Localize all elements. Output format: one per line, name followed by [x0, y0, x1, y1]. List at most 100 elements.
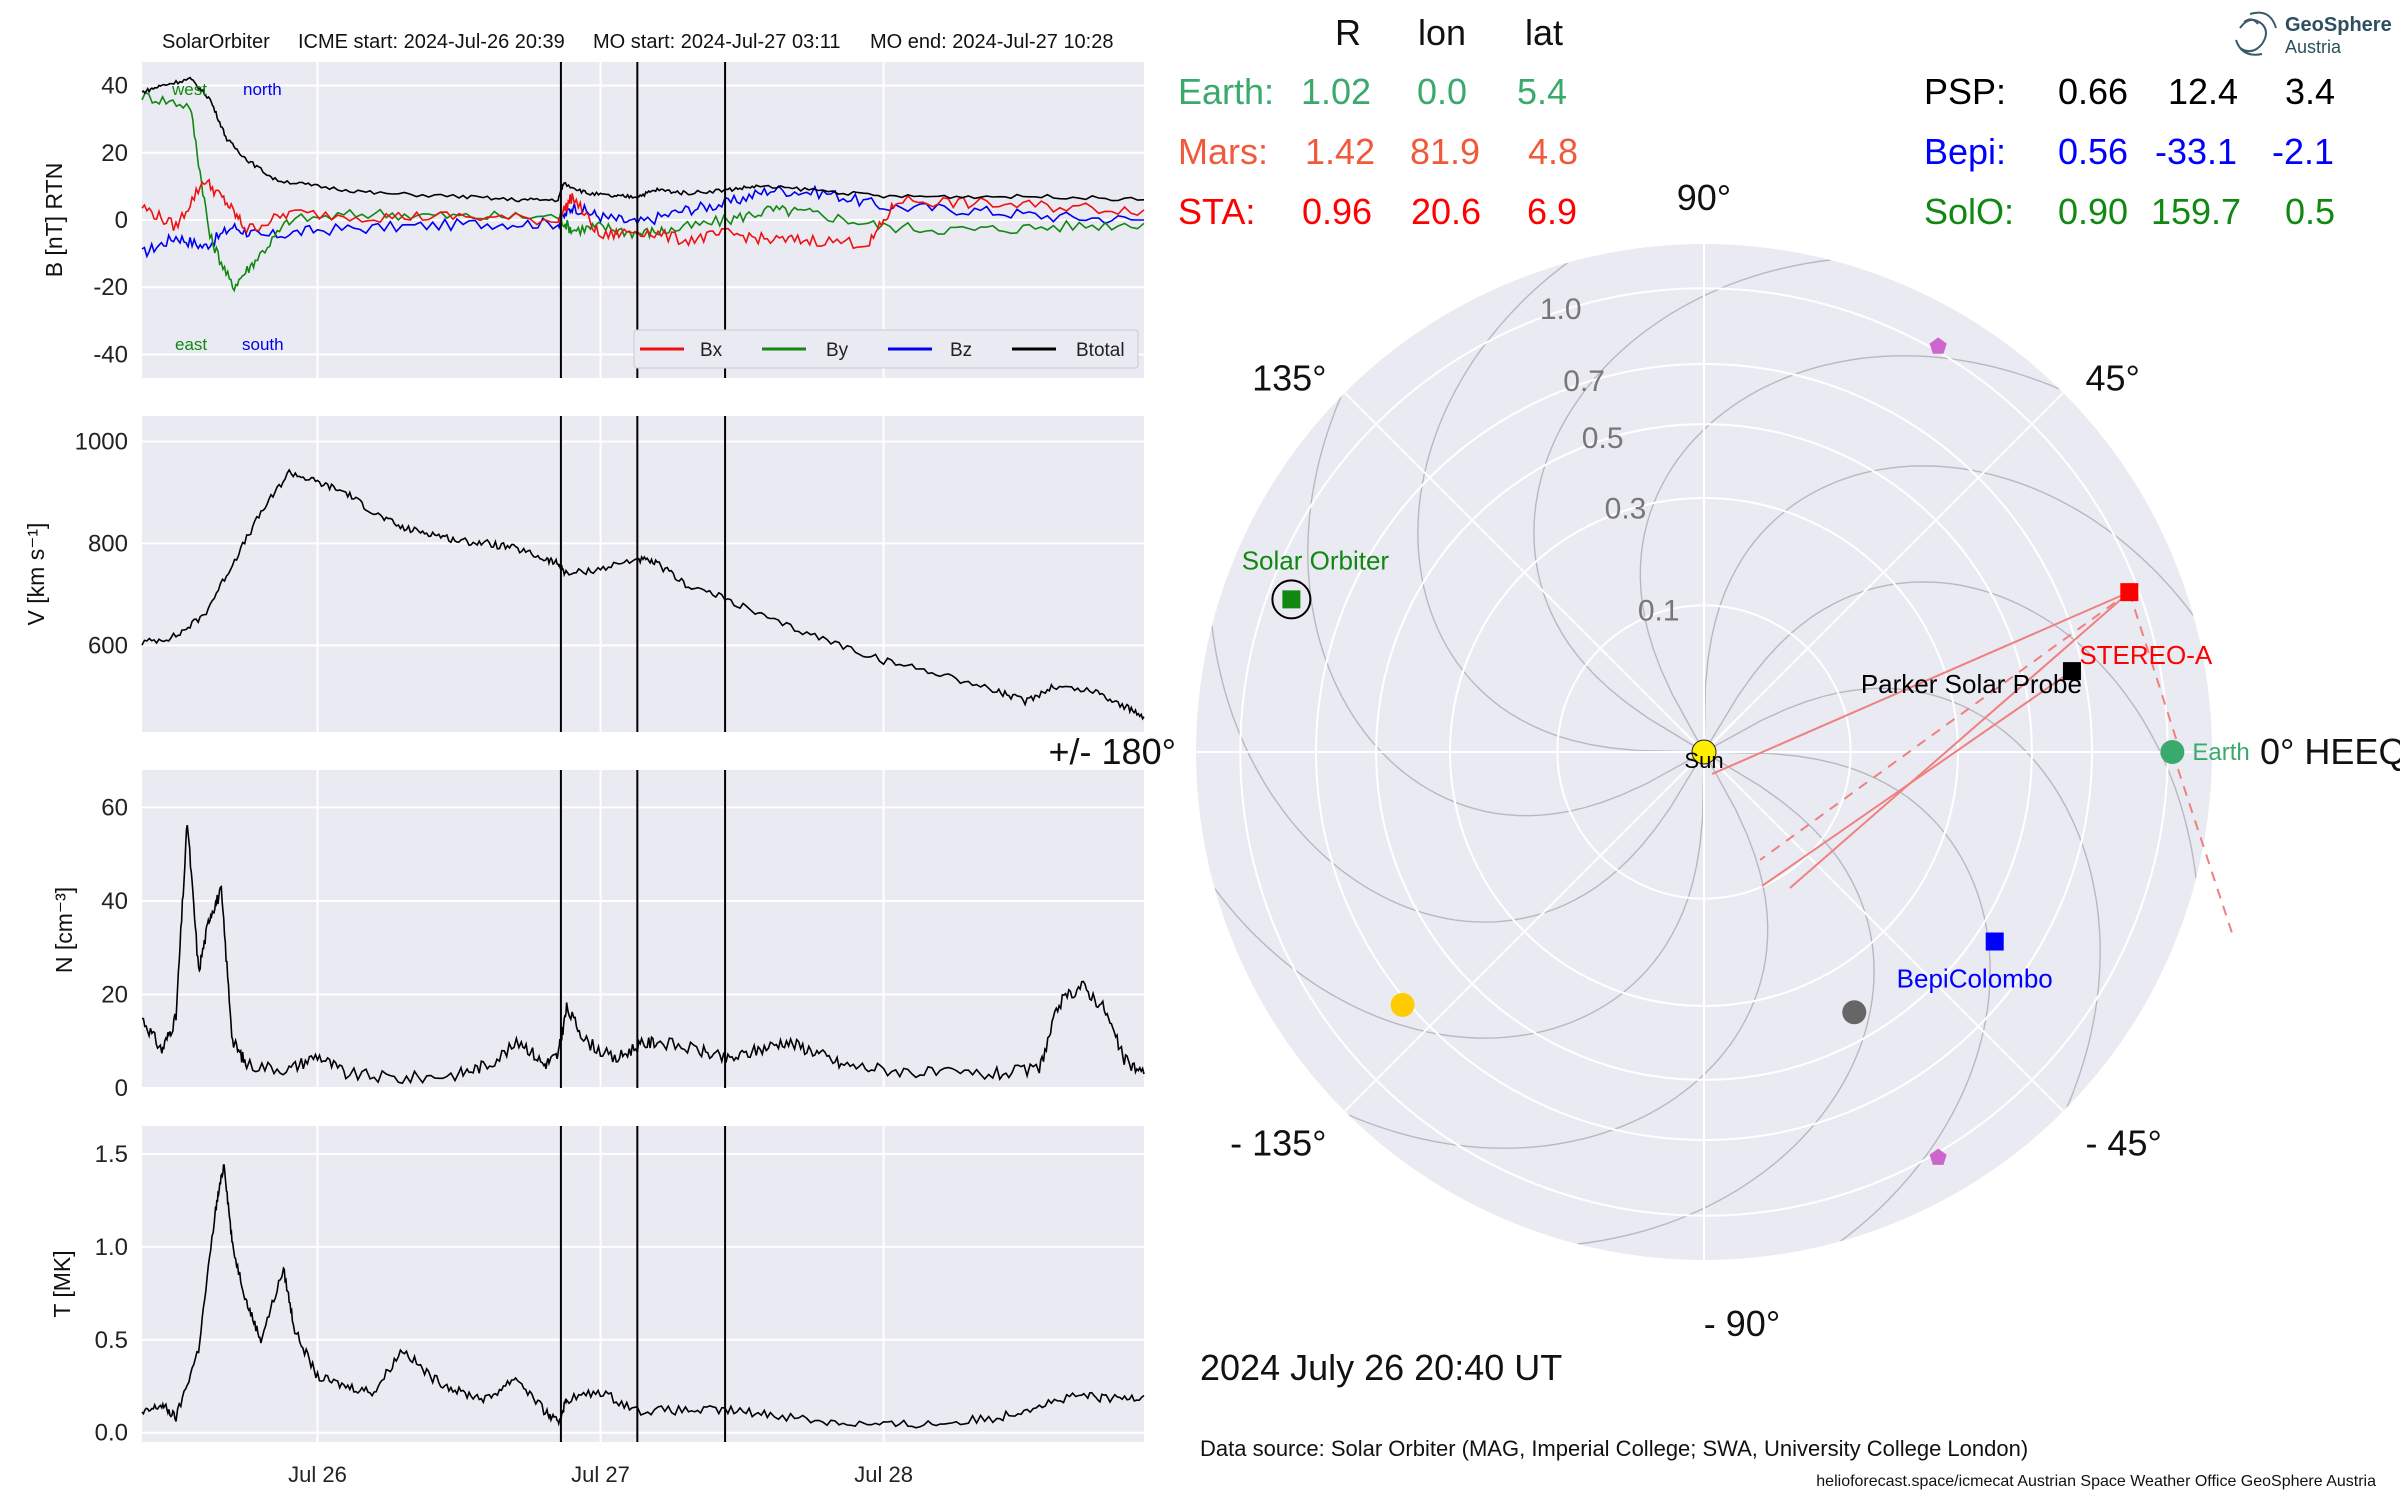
- mag-series-btotal: [141, 76, 1145, 203]
- row-bepi-name: Bepi:: [1924, 131, 2006, 172]
- angular-grid-line: [1344, 392, 1705, 753]
- bepicolombo-marker: [1985, 932, 2004, 951]
- logo-line2: Austria: [2285, 37, 2342, 57]
- row-solo-lat: 0.5: [2285, 191, 2335, 232]
- angle-label: - 90°: [1704, 1303, 1780, 1344]
- connection-line: [1761, 670, 2073, 887]
- speed-ytick-label: 1000: [75, 428, 128, 455]
- row-mars-lat: 4.8: [1528, 131, 1578, 172]
- mag-ytick-label: -20: [93, 274, 128, 301]
- angle-label: 135°: [1252, 358, 1326, 399]
- density-ylabel: N [cm⁻³]: [51, 887, 77, 973]
- solar-orbiter-marker: [1282, 590, 1301, 609]
- row-solo-name: SolO:: [1924, 191, 2014, 232]
- row-mars-name: Mars:: [1178, 131, 1268, 172]
- mag-legend: Bx By Bz Btotal: [633, 329, 1139, 369]
- mag-ytick-label: -40: [93, 341, 128, 368]
- earth-label: Earth: [2192, 739, 2249, 766]
- legend-box: [633, 329, 1139, 369]
- annotation-west: west: [171, 80, 207, 99]
- header-spacecraft: SolarOrbiter: [162, 31, 270, 53]
- connection-line: [2128, 591, 2180, 747]
- row-earth-lon: 0.0: [1417, 71, 1467, 112]
- temperature-panel-bg: [142, 1126, 1144, 1442]
- rtick-label: 0.5: [1582, 422, 1624, 455]
- row-mars-lon: 81.9: [1410, 131, 1480, 172]
- row-psp-name: PSP:: [1924, 71, 2006, 112]
- angle-label: +/- 180°: [1049, 731, 1176, 772]
- angle-label: - 45°: [2085, 1122, 2161, 1163]
- speed-ytick-label: 600: [88, 632, 128, 659]
- timeseries-panels: -40 -20 0 20 40 600 800 1000 0 20 40 60 0.0 0.5 1.0 1.5…: [75, 62, 1145, 1487]
- legend-btotal-label: Btotal: [1076, 340, 1125, 361]
- density-ytick-label: 0: [115, 1075, 128, 1102]
- stereo-a-marker: [2120, 583, 2139, 602]
- legend-by-label: By: [826, 340, 849, 361]
- mag-ytick-label: 20: [101, 140, 128, 167]
- footer-text: helioforecast.space/icmecat Austrian Spa…: [1816, 1473, 2376, 1490]
- row-psp-lon: 12.4: [2168, 71, 2238, 112]
- geosphere-logo: GeoSphere Austria: [2235, 11, 2392, 57]
- mag-panel: -40 -20 0 20 40: [93, 62, 1145, 378]
- row-earth-lat: 5.4: [1517, 71, 1567, 112]
- mercury-marker: [1842, 1000, 1867, 1025]
- density-ytick-label: 40: [101, 888, 128, 915]
- mag-ylabel: B [nT] RTN: [41, 163, 67, 278]
- annotation-north: north: [243, 80, 282, 99]
- row-bepi-lon: -33.1: [2155, 131, 2237, 172]
- angle-label: 0° HEEQ: [2260, 731, 2400, 772]
- rtick-label: 1.0: [1540, 293, 1582, 326]
- speed-panel-bg: [142, 416, 1144, 732]
- annotation-south: south: [242, 335, 284, 354]
- l4-marker: [1929, 337, 1947, 354]
- sun-marker: [1691, 739, 1717, 765]
- connection-line: [1789, 591, 2130, 889]
- temperature-series-t: [141, 1164, 1145, 1429]
- row-sta-lon: 20.6: [1411, 191, 1481, 232]
- angular-grid-line: [1703, 392, 2064, 753]
- legend-bx-label: Bx: [700, 340, 723, 361]
- temperature-ytick-label: 0.5: [95, 1327, 128, 1354]
- header-mo-start: MO start: 2024-Jul-27 03:11: [593, 31, 841, 53]
- col-header-lat: lat: [1525, 12, 1563, 53]
- mag-annotations: west north east south: [171, 80, 284, 354]
- mag-ytick-label: 40: [101, 73, 128, 100]
- speed-ytick-label: 800: [88, 530, 128, 557]
- mag-series-by: [141, 91, 1145, 293]
- row-psp-r: 0.66: [2058, 71, 2128, 112]
- speed-panel: 600 800 1000: [75, 416, 1145, 732]
- mag-series-bx: [141, 178, 1145, 250]
- density-ytick-label: 20: [101, 981, 128, 1008]
- density-ytick-label: 60: [101, 794, 128, 821]
- solar-orbiter-label: Solar Orbiter: [1242, 545, 1390, 575]
- connection-line: [2171, 751, 2234, 935]
- col-header-lon: lon: [1418, 12, 1466, 53]
- speed-series-v: [141, 468, 1145, 721]
- solar-orbiter-ring: [1271, 579, 1312, 620]
- l5-marker: [1929, 1148, 1947, 1165]
- row-solo-lon: 159.7: [2151, 191, 2241, 232]
- xtick-label: Jul 27: [571, 1462, 630, 1487]
- parker-solar-probe-marker: [2062, 662, 2081, 681]
- angular-grid-line: [1344, 751, 1705, 1112]
- header: SolarOrbiter ICME start: 2024-Jul-26 20:…: [162, 31, 1114, 53]
- annotation-east: east: [175, 335, 207, 354]
- row-sta-lat: 6.9: [1527, 191, 1577, 232]
- xtick-label: Jul 26: [288, 1462, 347, 1487]
- speed-ylabel: V [km s⁻¹]: [23, 523, 49, 626]
- temperature-ytick-label: 1.5: [95, 1141, 128, 1168]
- row-solo-r: 0.90: [2058, 191, 2128, 232]
- rtick-label: 0.7: [1563, 365, 1605, 398]
- connection-lines: [1711, 591, 2234, 935]
- rtick-label: 0.1: [1638, 595, 1680, 628]
- parker-solar-probe-label: Parker Solar Probe: [1861, 669, 2082, 699]
- row-mars-r: 1.42: [1305, 131, 1375, 172]
- positions-table: R lon lat Earth: 1.02 0.0 5.4 Mars: 1.42…: [1178, 12, 2335, 232]
- mag-series-bz: [141, 184, 1144, 259]
- temperature-ylabel: T [MK]: [49, 1250, 75, 1317]
- connection-line: [1759, 591, 2130, 861]
- row-sta-name: STA:: [1178, 191, 1255, 232]
- data-source-text: Data source: Solar Orbiter (MAG, Imperia…: [1200, 1436, 2028, 1461]
- angle-label: - 135°: [1230, 1122, 1326, 1163]
- venus-marker: [1390, 992, 1415, 1017]
